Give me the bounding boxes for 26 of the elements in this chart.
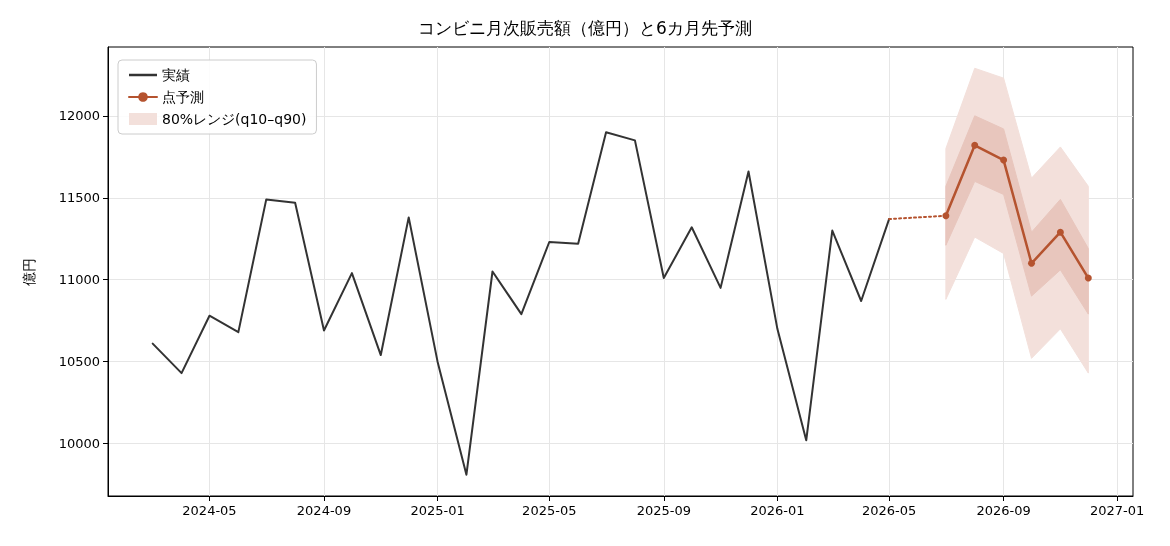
line-series — [151, 131, 891, 476]
x-tick-label: 2025-09 — [636, 503, 691, 518]
x-tick-label: 2026-09 — [976, 503, 1031, 518]
x-tick-label: 2024-09 — [296, 503, 352, 518]
point — [1056, 228, 1064, 236]
point — [1000, 156, 1008, 164]
x-tick-label: 2025-01 — [410, 503, 465, 518]
chart-title: コンビニ月次販売額（億円）と6カ月先予測 — [418, 17, 752, 38]
y-tick-label: 10000 — [58, 436, 100, 452]
y-tick-label: 10500 — [58, 354, 100, 370]
legend-label: 80%レンジ(q10–q90) — [162, 111, 307, 127]
legend-label: 実績 — [162, 67, 190, 83]
x-tick-label: 2025-05 — [522, 503, 577, 518]
y-tick-label: 11500 — [58, 190, 100, 206]
point — [971, 141, 979, 149]
y-axis-title: 億円 — [21, 257, 37, 286]
x-tick-label: 2027-01 — [1090, 503, 1145, 518]
point — [1028, 259, 1036, 267]
x-tick-label: 2026-01 — [750, 503, 805, 518]
x-tick-label: 2024-05 — [182, 503, 237, 518]
point — [942, 212, 950, 220]
point — [1084, 274, 1092, 282]
x-tick-label: 2026-05 — [861, 503, 917, 518]
y-tick-label: 11000 — [58, 272, 100, 288]
y-tick-label: 12000 — [58, 108, 100, 124]
legend-label: 点予測 — [162, 89, 204, 105]
